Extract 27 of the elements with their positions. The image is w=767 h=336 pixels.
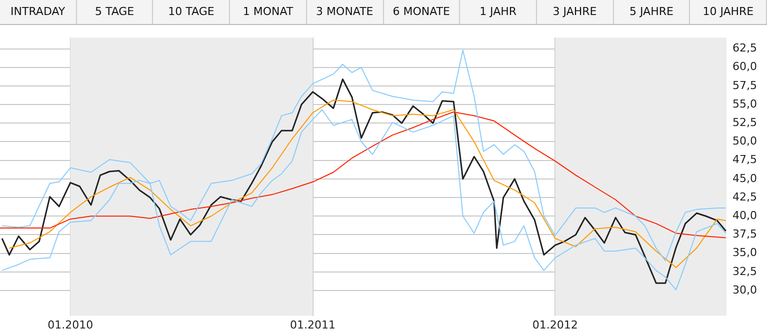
y-tick-label: 50,0	[732, 134, 758, 148]
y-tick-label: 45,0	[732, 172, 758, 185]
text: 10 TAGE	[153, 0, 230, 24]
text: 6 MONATE	[384, 0, 460, 24]
y-tick-label: 42,5	[732, 190, 758, 204]
y-tick-label: 40,0	[732, 208, 758, 222]
text: INTRADAY	[0, 0, 77, 24]
x-tick-label: 01.2011	[290, 318, 336, 332]
y-tick-label: 62,5	[732, 42, 758, 55]
y-tick-label: 32,5	[732, 264, 758, 278]
y-tick-label: 30,0	[732, 283, 758, 296]
y-tick-label: 37,5	[732, 228, 758, 241]
text: 3 JAHRE	[536, 0, 614, 24]
text: 5 JAHRE	[614, 0, 690, 24]
text: 1 JAHR	[460, 0, 537, 24]
text: 3 MONATE	[306, 0, 384, 24]
y-tick-label: 47,5	[732, 153, 758, 166]
y-tick-label: 57,5	[732, 78, 758, 92]
text: 10 JAHRE	[690, 0, 767, 24]
x-tick-label: 01.2012	[532, 318, 578, 332]
x-tick-label: 01.2010	[48, 318, 94, 332]
text: 5 TAGE	[76, 0, 154, 24]
y-tick-label: 52,5	[732, 116, 758, 129]
y-tick-label: 60,0	[732, 60, 758, 74]
text: 1 MONAT	[230, 0, 307, 24]
y-tick-label: 35,0	[732, 246, 758, 260]
y-tick-label: 55,0	[732, 97, 758, 110]
